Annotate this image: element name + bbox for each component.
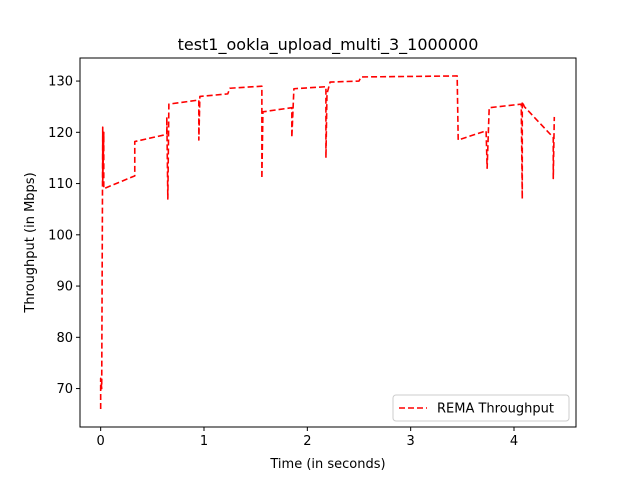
x-tick-label: 0 <box>97 434 105 449</box>
y-tick-label: 120 <box>48 126 73 141</box>
legend-label: REMA Throughput <box>437 402 554 417</box>
legend-box <box>392 394 570 422</box>
x-tick-label: 2 <box>303 434 311 449</box>
y-tick-label: 80 <box>56 331 73 346</box>
chart-title: test1_ookla_upload_multi_3_1000000 <box>178 35 479 55</box>
x-axis-label: Time (in seconds) <box>269 457 385 472</box>
legend: REMA Throughput <box>392 394 570 422</box>
y-tick-label: 100 <box>48 228 73 243</box>
x-tick-label: 3 <box>407 434 415 449</box>
y-tick-label: 110 <box>48 177 73 192</box>
y-tick-label: 130 <box>48 75 73 90</box>
x-tick-label: 4 <box>510 434 518 449</box>
plot-frame <box>79 57 577 428</box>
ticks-layer: 0 1 2 3 4 70 80 90 100 110 120 130 <box>48 75 518 449</box>
y-axis-label: Throughput (in Mbps) <box>23 172 38 313</box>
series-line-rema-throughput <box>99 75 556 410</box>
series-layer <box>99 75 556 410</box>
x-tick-label: 1 <box>200 434 208 449</box>
y-tick-label: 90 <box>56 280 73 295</box>
y-tick-label: 70 <box>56 382 73 397</box>
